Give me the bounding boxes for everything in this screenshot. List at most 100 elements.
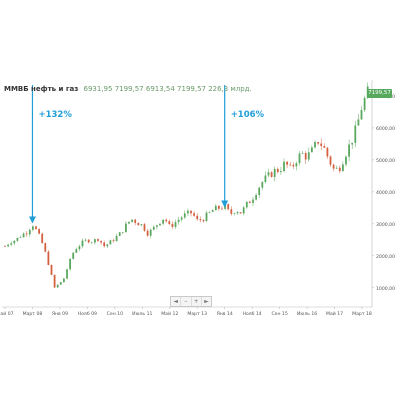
scroll-right-button[interactable]: ►	[204, 298, 209, 305]
candle-body	[329, 156, 332, 165]
candle-body	[187, 210, 189, 214]
candle-body	[131, 219, 133, 222]
candle-body	[78, 246, 81, 250]
candle-body	[103, 242, 106, 247]
candle-body	[94, 239, 96, 243]
candle-body	[106, 244, 109, 247]
x-tick-label: Май 12	[161, 310, 178, 317]
candle-body	[360, 110, 363, 120]
candle-body	[255, 195, 257, 200]
y-tick-label: 5000,00	[376, 158, 395, 164]
candle-body	[239, 212, 242, 214]
candle-body	[289, 164, 292, 166]
growth-label: +106%	[231, 110, 265, 120]
candle-body	[125, 223, 127, 233]
y-tick-label: 4000,00	[376, 190, 395, 196]
candle-body	[10, 243, 13, 245]
x-tick-label: Май 17	[326, 310, 343, 317]
candle-body	[190, 210, 192, 214]
candle-body	[323, 146, 326, 148]
candle-body	[332, 164, 335, 169]
candle-body	[128, 221, 130, 224]
candle-body	[19, 237, 22, 238]
candle-body	[196, 215, 199, 220]
candle-body	[252, 199, 254, 203]
candle-body	[314, 142, 316, 148]
candle-body	[363, 97, 366, 111]
candle-body	[227, 204, 230, 210]
candle-body	[317, 142, 319, 144]
candle-body	[236, 212, 239, 214]
candle-body	[351, 142, 354, 145]
candle-body	[307, 152, 310, 160]
candle-body	[218, 205, 220, 209]
candle-body	[267, 172, 270, 176]
candle-body	[152, 226, 155, 230]
candle-body	[199, 219, 202, 221]
candle-body	[202, 220, 205, 222]
zoom-out-button[interactable]: –	[181, 297, 192, 306]
candle-body	[264, 175, 267, 182]
candle-body	[50, 264, 53, 275]
candle-body	[159, 223, 161, 226]
candle-body	[286, 161, 288, 165]
candle-body	[301, 153, 304, 154]
candle-body	[342, 164, 344, 172]
candle-body	[249, 201, 251, 203]
candle-body	[44, 243, 47, 252]
chart-navigation[interactable]: ◄ – + ►	[170, 296, 212, 307]
zoom-in-button[interactable]: +	[192, 297, 202, 306]
candle-body	[35, 226, 37, 230]
candle-body	[156, 225, 158, 227]
candle-body	[345, 156, 347, 165]
ohlc-values: 6931,95 7199,57 6913,54 7199,57 226,3 мл…	[83, 85, 252, 93]
x-tick-label: Март 18	[352, 311, 372, 317]
candle-body	[100, 240, 102, 243]
candle-body	[66, 269, 68, 279]
candle-body	[165, 219, 168, 222]
candle-body	[140, 224, 143, 226]
candle-body	[143, 224, 146, 231]
chart-header: ММВБ нефть и газ 6931,95 7199,57 6913,54…	[4, 83, 252, 95]
candle-body	[205, 212, 208, 222]
candle-body	[348, 144, 350, 157]
candle-body	[283, 161, 285, 172]
x-tick-label: Март 13	[187, 311, 207, 317]
candle-body	[87, 239, 90, 243]
candle-body	[224, 204, 226, 209]
candle-body	[59, 282, 62, 285]
x-tick-label: Сен 10	[107, 311, 123, 317]
candle-body	[338, 167, 341, 172]
candle-body	[211, 210, 214, 212]
x-tick-label: Июль 11	[132, 311, 152, 317]
candle-body	[168, 221, 171, 224]
candle-body	[121, 232, 124, 233]
scroll-left-button[interactable]: ◄	[171, 297, 182, 306]
candle-body	[72, 252, 75, 259]
candle-body	[81, 240, 84, 247]
candle-body	[354, 125, 357, 143]
candle-body	[214, 205, 217, 211]
candle-body	[22, 233, 25, 238]
x-tick-label: Июль 16	[297, 311, 317, 317]
candle-body	[25, 233, 28, 235]
candle-body	[335, 167, 338, 169]
candle-body	[53, 274, 56, 288]
candle-body	[41, 233, 44, 244]
candle-body	[304, 153, 307, 160]
y-tick-label: 2000,00	[376, 254, 395, 260]
candle-body	[134, 219, 137, 223]
candle-body	[311, 147, 313, 153]
candle-body	[208, 211, 211, 213]
candle-body	[230, 209, 233, 214]
candle-body	[4, 246, 6, 247]
candle-body	[84, 239, 87, 241]
candle-body	[63, 278, 65, 283]
candle-body	[112, 240, 115, 242]
candle-body	[118, 232, 121, 236]
x-tick-label: Янв 14	[217, 311, 233, 317]
candle-body	[177, 219, 180, 223]
y-tick-label: 6000,00	[376, 126, 395, 132]
x-tick-label: Май 07	[0, 310, 14, 317]
candle-body	[193, 213, 195, 216]
